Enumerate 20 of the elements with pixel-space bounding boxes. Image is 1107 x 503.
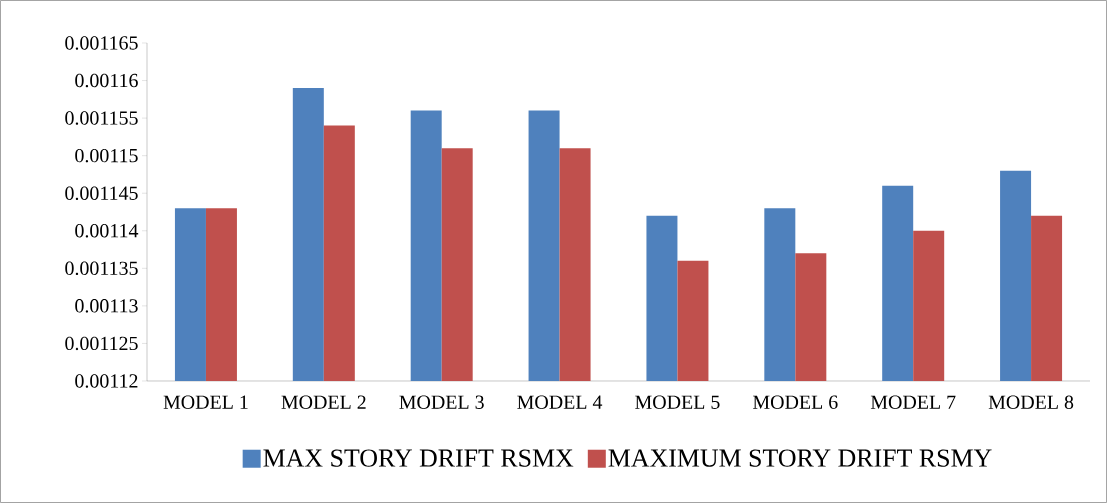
x-tick-label: MODEL 3 bbox=[399, 395, 484, 409]
y-tick-label: 0.001145 bbox=[65, 186, 138, 200]
y-tick-label: 0.001135 bbox=[65, 261, 138, 276]
y-tick-label: 0.001155 bbox=[65, 111, 138, 125]
x-tick-label: MODEL 6 bbox=[753, 395, 838, 409]
x-tick-label: MODEL 8 bbox=[988, 395, 1074, 409]
x-tick-label: MODEL 1 bbox=[163, 395, 248, 409]
x-tick-label: MODEL 7 bbox=[870, 395, 956, 409]
legend-label: MAX STORY DRIFT RSMX bbox=[263, 449, 574, 467]
x-tick-label: MODEL 2 bbox=[281, 395, 366, 409]
x-tick-label: MODEL 4 bbox=[517, 395, 603, 409]
y-tick-label: 0.001125 bbox=[65, 336, 138, 351]
y-tick-label: 0.00115 bbox=[75, 148, 138, 163]
x-tick-label: MODEL 5 bbox=[635, 395, 720, 409]
y-tick-label: 0.001165 bbox=[65, 36, 138, 50]
legend-label: MAXIMUM STORY DRIFT RSMY bbox=[608, 449, 992, 467]
y-tick-label: 0.00112 bbox=[75, 374, 138, 388]
y-tick-label: 0.00113 bbox=[75, 299, 138, 313]
y-tick-label: 0.00116 bbox=[75, 73, 138, 88]
y-tick-label: 0.00114 bbox=[75, 224, 139, 238]
